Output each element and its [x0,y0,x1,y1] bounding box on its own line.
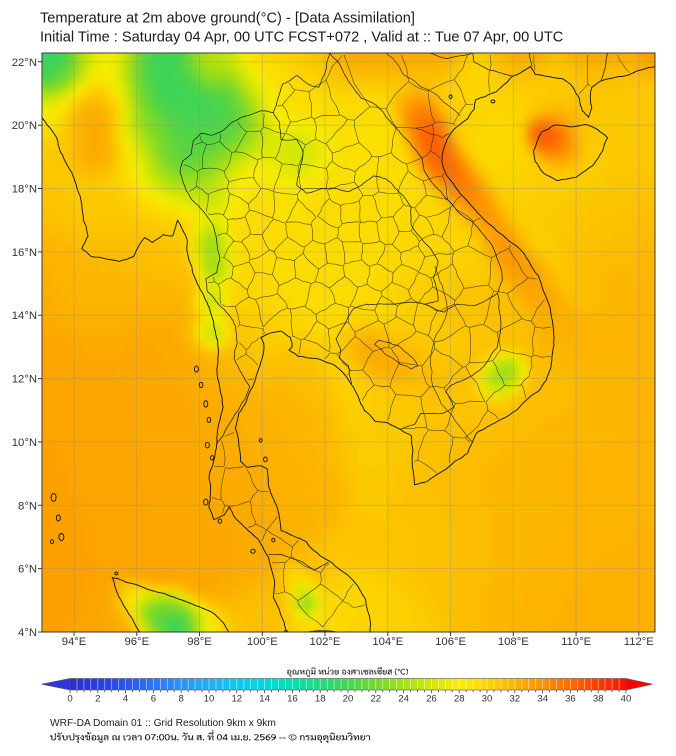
svg-text:94°E: 94°E [62,636,87,648]
svg-text:100°E: 100°E [247,636,278,648]
svg-text:22°N: 22°N [12,57,37,69]
svg-text:40: 40 [621,694,632,705]
svg-text:Temperature at 2m above ground: Temperature at 2m above ground(°C) - [Da… [40,11,415,27]
svg-text:6: 6 [151,694,156,705]
svg-text:Initial Time : Saturday 04 Apr: Initial Time : Saturday 04 Apr, 00 UTC F… [40,29,563,45]
svg-text:20: 20 [343,694,354,705]
svg-text:28: 28 [454,694,465,705]
svg-text:30: 30 [482,694,493,705]
svg-text:26: 26 [426,694,437,705]
svg-text:96°E: 96°E [124,636,149,648]
svg-text:24: 24 [398,694,409,705]
svg-text:98°E: 98°E [187,636,212,648]
svg-text:8°N: 8°N [18,500,37,512]
svg-text:16: 16 [287,694,298,705]
svg-text:20°N: 20°N [12,120,37,132]
svg-text:4: 4 [123,694,129,705]
svg-text:34: 34 [537,694,548,705]
svg-text:2: 2 [95,694,100,705]
svg-text:18°N: 18°N [12,184,37,196]
svg-text:10°N: 10°N [12,437,37,449]
svg-text:14°N: 14°N [12,310,37,322]
svg-text:38: 38 [593,694,604,705]
svg-text:14: 14 [259,694,270,705]
svg-text:102°E: 102°E [310,636,341,648]
svg-text:18: 18 [315,694,326,705]
svg-text:110°E: 110°E [561,636,592,648]
svg-text:32: 32 [509,694,520,705]
svg-text:112°E: 112°E [624,636,655,648]
svg-text:WRF-DA Domain 01 :: Grid Resol: WRF-DA Domain 01 :: Grid Resolution 9km … [50,718,276,729]
svg-text:36: 36 [565,694,576,705]
svg-text:104°E: 104°E [372,636,403,648]
svg-text:106°E: 106°E [435,636,466,648]
svg-text:108°E: 108°E [498,636,529,648]
svg-text:8: 8 [179,694,184,705]
svg-text:0: 0 [67,694,72,705]
svg-text:4°N: 4°N [18,627,37,639]
svg-text:22: 22 [370,694,381,705]
svg-text:16°N: 16°N [12,247,37,259]
svg-text:12: 12 [231,694,242,705]
svg-text:6°N: 6°N [18,564,37,576]
svg-text:12°N: 12°N [12,374,37,386]
svg-text:10: 10 [204,694,215,705]
